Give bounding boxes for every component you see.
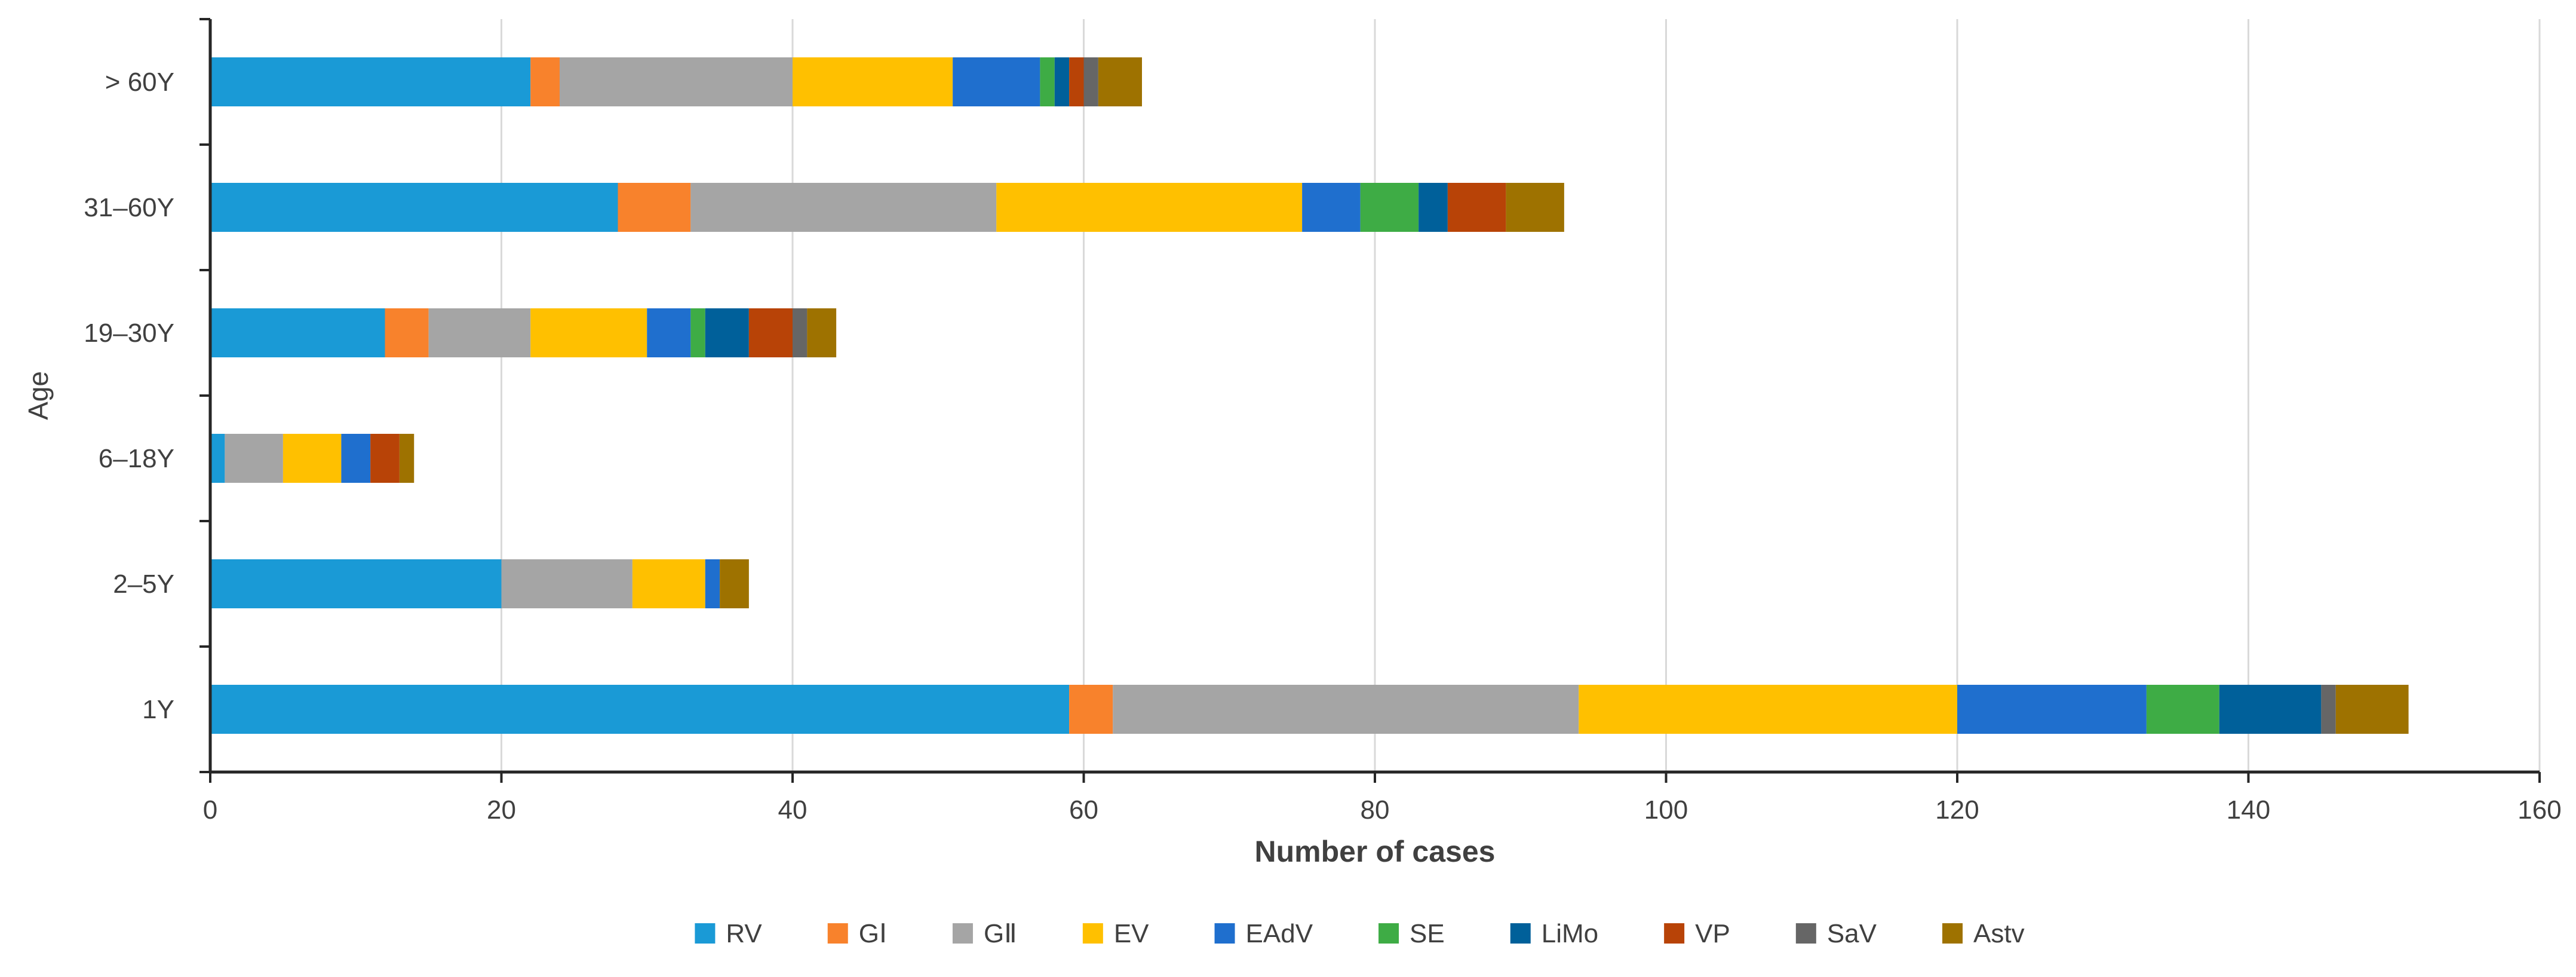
bar-31-60y-astv [1506,183,1564,232]
bar-6-18y-ev [283,434,342,483]
legend-swatch-limo [1510,923,1531,944]
bar-19-30y-limo [705,308,749,357]
bar-31-60y-ev [996,183,1303,232]
bar-19-30y-sav [793,308,808,357]
bar-6-18y-vp [370,434,400,483]
y-tick-label-6-18y: 6–18Y [99,444,174,473]
x-tick-label-0: 0 [203,795,217,825]
bar-19-30y-vp [748,308,793,357]
bar-2-5y-ev [632,559,705,608]
x-tick-label-120: 120 [1935,795,1979,825]
bar-layer [210,57,2409,734]
bar-19-30y-se [690,308,705,357]
bar-2-5y-astv [720,559,749,608]
bar-6-18y-astv [399,434,415,483]
bar-1y-astv [2335,685,2409,734]
bar-1y-limo [2219,685,2322,734]
bar-31-60y-rv [210,183,618,232]
bar-60y-se [1040,57,1055,106]
x-tick-label-60: 60 [1069,795,1098,825]
y-tick-label-19-30y: 19–30Y [84,318,174,348]
bar-31-60y-vp [1447,183,1506,232]
legend-label-eadv: EAdV [1246,919,1313,948]
bar-60y-sav [1083,57,1098,106]
bar-1y-ev [1579,685,1957,734]
bar-60y-g [560,57,793,106]
legend-label-sav: SaV [1827,919,1877,948]
legend-swatch-ev [1082,923,1103,944]
y-tick-label-2-5y: 2–5Y [113,569,174,599]
bar-31-60y-g [618,183,691,232]
legend-label-astv: Astv [1973,919,2025,948]
bar-1y-rv [210,685,1070,734]
legend-label-ev: EV [1114,919,1149,948]
grid-layer [501,19,2541,772]
legend-swatch-se [1378,923,1399,944]
bar-1y-eadv [1957,685,2147,734]
bar-19-30y-g [385,308,429,357]
legend-swatch-rv [695,923,716,944]
tick-layer: 0 20 40 60 80 100 120 140 160 1Y 2–5Y 6–18Y 19–30Y 31… [84,18,2562,825]
bar-1y-sav [2321,685,2336,734]
x-tick-label-140: 140 [2227,795,2270,825]
legend-swatch-eadv [1214,923,1235,944]
bar-6-18y-g [225,434,283,483]
bar-2-5y-rv [210,559,502,608]
bar-31-60y-g [690,183,997,232]
y-tick-label-1y: 1Y [142,695,174,724]
bar-2-5y-g [501,559,633,608]
bar-60y-limo [1054,57,1070,106]
y-axis-title: Age [23,371,54,420]
y-tick-label-31-60y: 31–60Y [84,193,174,222]
x-tick-label-20: 20 [487,795,516,825]
legend-swatch-sav [1795,923,1816,944]
x-tick-label-160: 160 [2517,795,2561,825]
bar-19-30y-rv [210,308,385,357]
x-tick-label-100: 100 [1644,795,1688,825]
legend-label-rv: RV [726,919,762,948]
x-tick-label-40: 40 [778,795,808,825]
legend-label-se: SE [1410,919,1445,948]
bar-31-60y-eadv [1302,183,1361,232]
bar-60y-astv [1098,57,1142,106]
bar-2-5y-eadv [705,559,720,608]
legend-label-g: GⅠ [859,919,887,948]
bar-60y-g [530,57,560,106]
legend-swatch-g [827,923,848,944]
bar-31-60y-limo [1419,183,1448,232]
bar-19-30y-ev [530,308,647,357]
bar-1y-se [2146,685,2219,734]
legend: RV GⅠ GⅡ EV EAdV SE LiMo VP SaV Astv [695,919,2025,948]
x-axis-title: Number of cases [1255,835,1496,868]
legend-swatch-vp [1664,923,1685,944]
legend-label-limo: LiMo [1542,919,1598,948]
legend-label-vp: VP [1695,919,1730,948]
legend-label-g: GⅡ [984,919,1017,948]
bar-60y-vp [1069,57,1084,106]
bar-1y-g [1113,685,1579,734]
bar-31-60y-se [1360,183,1419,232]
legend-swatch-astv [1942,923,1963,944]
bar-6-18y-eadv [341,434,371,483]
y-tick-label-60y: > 60Y [105,68,174,97]
bar-19-30y-g [428,308,531,357]
bar-60y-ev [793,57,953,106]
bar-19-30y-astv [807,308,837,357]
bar-60y-rv [210,57,531,106]
bar-19-30y-eadv [647,308,691,357]
legend-swatch-g [952,923,973,944]
bar-60y-eadv [953,57,1040,106]
bar-1y-g [1069,685,1113,734]
bar-6-18y-rv [210,434,225,483]
x-tick-label-80: 80 [1361,795,1390,825]
